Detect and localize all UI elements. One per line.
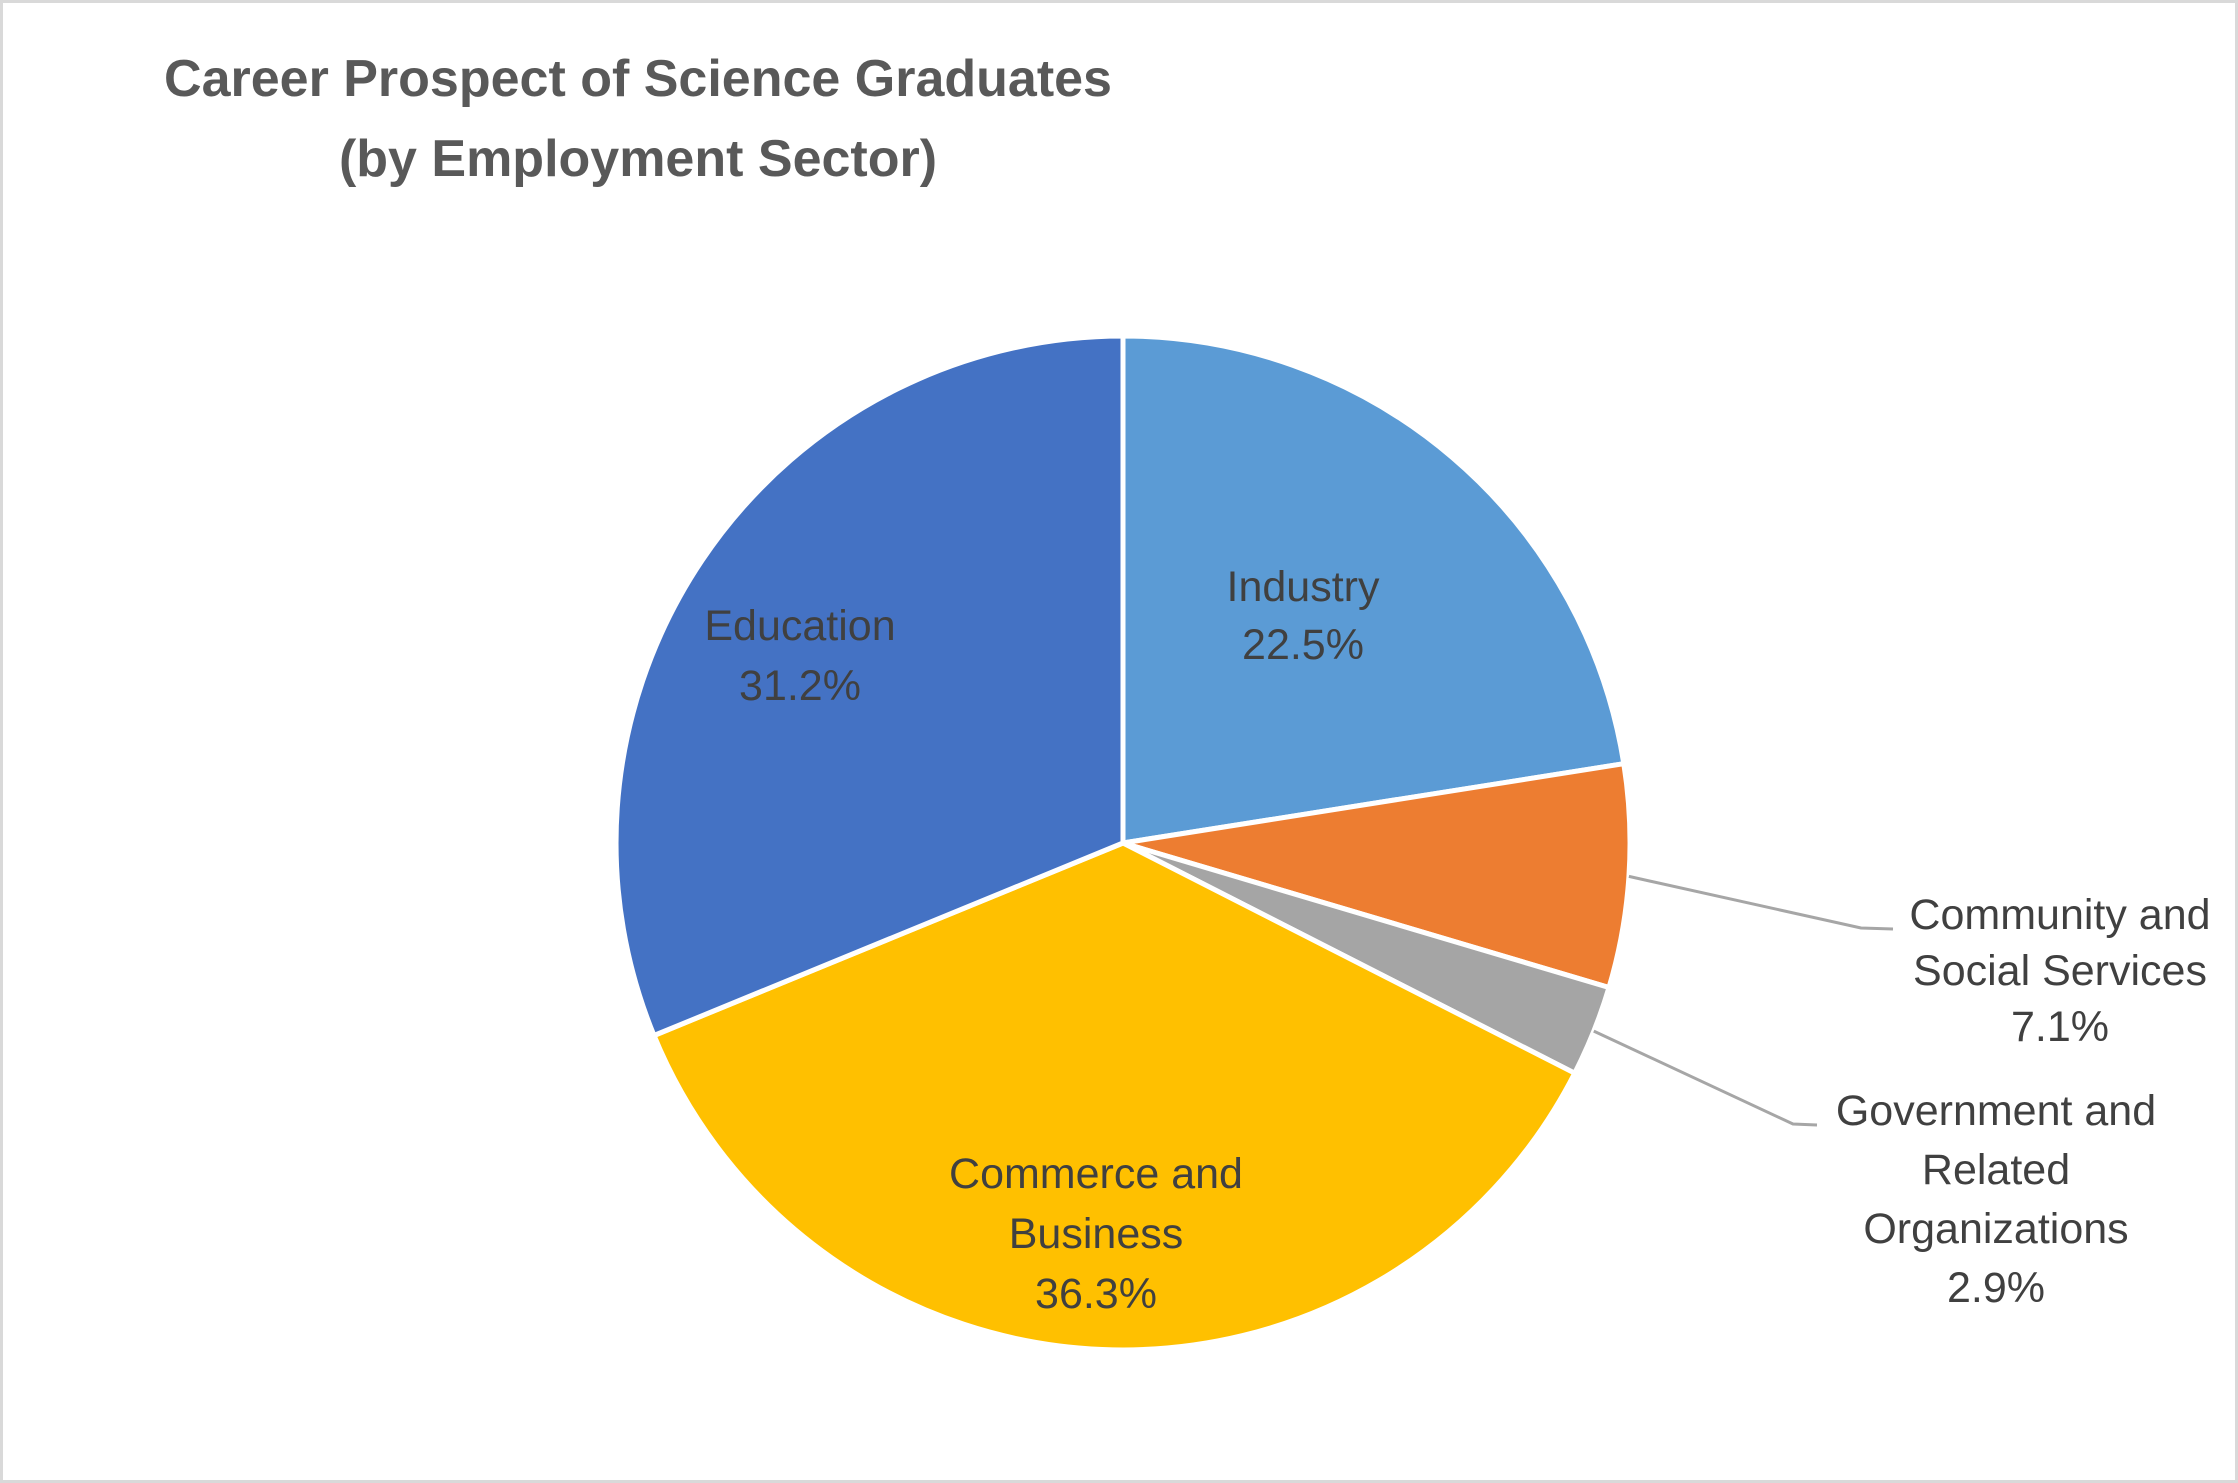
pie-label-community-social-services-percent: 7.1% bbox=[2011, 1003, 2109, 1051]
chart-title-line2: (by Employment Sector) bbox=[338, 130, 938, 188]
leader-line-community-social-services bbox=[1628, 874, 1894, 931]
pie-label-commerce-business-line2: Business bbox=[1009, 1210, 1183, 1258]
pie-slice-industry bbox=[1120, 333, 1627, 846]
leader-lines bbox=[1593, 874, 1894, 1127]
pie-label-government-related-organizations: Government and Related Organizations 2.9% bbox=[1836, 1087, 2156, 1312]
pie-label-community-social-services-line1: Community and bbox=[1909, 891, 2210, 939]
pie-label-industry: Industry 22.5% bbox=[1227, 563, 1380, 669]
pie-label-commerce-business: Commerce and Business 36.3% bbox=[949, 1150, 1243, 1318]
pie-slice-education bbox=[613, 333, 1126, 1038]
pie-label-government-related-organizations-line2: Related bbox=[1922, 1146, 2070, 1194]
pie-label-industry-percent: 22.5% bbox=[1242, 621, 1364, 669]
pie-slices bbox=[613, 333, 1633, 1353]
chart-title-line1: Career Prospect of Science Graduates bbox=[164, 50, 1112, 108]
pie-slice-community-social-services bbox=[1120, 761, 1633, 990]
pie-chart: Industry 22.5% Community and Social Service… bbox=[613, 333, 2211, 1353]
pie-label-commerce-business-line1: Commerce and bbox=[949, 1150, 1243, 1198]
pie-label-industry-line1: Industry bbox=[1227, 563, 1380, 611]
leader-line-government-related-organizations bbox=[1593, 1029, 1818, 1127]
pie-label-commerce-business-percent: 36.3% bbox=[1035, 1270, 1157, 1318]
pie-label-government-related-organizations-line1: Government and bbox=[1836, 1087, 2156, 1135]
pie-slice-commerce-business bbox=[651, 840, 1578, 1353]
pie-label-community-social-services-line2: Social Services bbox=[1913, 947, 2207, 995]
pie-label-education-line1: Education bbox=[704, 602, 895, 650]
pie-label-government-related-organizations-percent: 2.9% bbox=[1947, 1264, 2045, 1312]
chart-title: Career Prospect of Science Graduates (by… bbox=[133, 39, 1143, 199]
pie-label-community-social-services: Community and Social Services 7.1% bbox=[1909, 891, 2210, 1051]
pie-label-education: Education 31.2% bbox=[704, 602, 895, 710]
pie-label-education-percent: 31.2% bbox=[739, 662, 861, 710]
pie-labels: Industry 22.5% Community and Social Service… bbox=[704, 563, 2210, 1318]
pie-label-government-related-organizations-line3: Organizations bbox=[1863, 1205, 2128, 1253]
